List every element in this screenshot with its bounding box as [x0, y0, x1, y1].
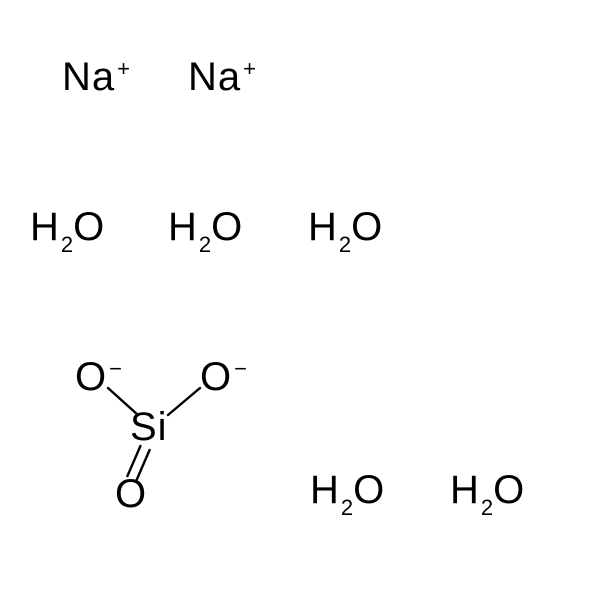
atom-o_right: O− — [200, 355, 246, 400]
atom-na1: Na+ — [62, 55, 129, 100]
subscript: 2 — [199, 232, 212, 257]
subscript: 2 — [61, 232, 74, 257]
subscript: 2 — [481, 495, 494, 520]
atom-h2o_1: H2O — [30, 205, 105, 250]
charge: − — [109, 356, 123, 381]
atom-h2o_3: H2O — [308, 205, 383, 250]
atom-h2o_2: H2O — [168, 205, 243, 250]
atom-o_bottom: O — [115, 472, 147, 517]
atom-o_left: O− — [75, 355, 121, 400]
chemical-structure: Na+Na+H2OH2OH2OO−O−SiOH2OH2O — [0, 0, 600, 600]
subscript: 2 — [339, 232, 352, 257]
subscript: 2 — [341, 495, 354, 520]
atom-h2o_5: H2O — [450, 468, 525, 513]
atom-na2: Na+ — [188, 55, 255, 100]
charge: + — [243, 56, 257, 81]
charge: + — [117, 56, 131, 81]
charge: − — [234, 356, 248, 381]
atom-si: Si — [130, 405, 168, 450]
atom-h2o_4: H2O — [310, 468, 385, 513]
